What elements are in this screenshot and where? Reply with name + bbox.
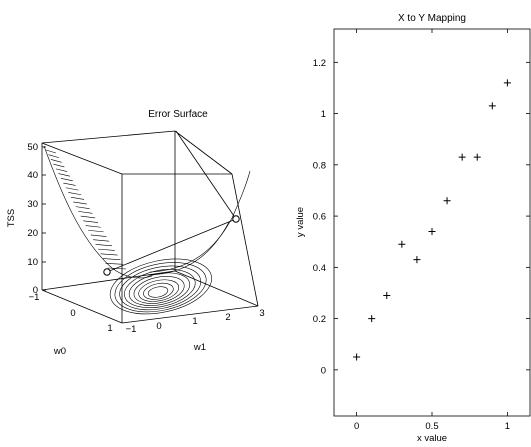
data-point <box>458 153 466 161</box>
w0-tick: 0 <box>70 308 75 319</box>
mesh-line <box>93 239 110 242</box>
contour-ring <box>133 276 185 304</box>
data-point <box>398 240 406 248</box>
descent-line <box>106 218 237 273</box>
w1-tick: 3 <box>259 308 264 319</box>
w1-tick: 2 <box>225 312 230 323</box>
y-tick-label: 0 <box>321 365 326 376</box>
y-tick-label: 0.4 <box>313 263 326 274</box>
mesh-line <box>88 229 104 233</box>
contour-ring <box>124 269 196 308</box>
w1-tick: 1 <box>192 316 197 327</box>
z-tick: 20 <box>27 228 38 239</box>
mesh-line <box>68 192 82 196</box>
data-point <box>503 79 511 87</box>
x-axis: 0 0.5 1 <box>354 29 510 432</box>
mesh-line <box>73 201 87 205</box>
mesh-line <box>63 182 76 186</box>
surface-title: Error Surface <box>148 109 208 120</box>
contour-ring <box>128 272 191 306</box>
descent-line-2 <box>175 130 237 220</box>
mesh-line <box>83 220 99 223</box>
mesh-line <box>53 163 65 168</box>
contour-ring <box>119 265 202 311</box>
surface-right-edge <box>149 170 251 273</box>
z-tick: 50 <box>27 142 38 153</box>
data-point <box>428 227 436 235</box>
contour-ring <box>147 286 169 298</box>
mesh-line <box>98 248 115 251</box>
mesh-line <box>103 258 121 261</box>
mesh-line <box>70 196 85 200</box>
mesh-line <box>90 234 107 237</box>
y-tick-label: 0.8 <box>313 160 326 171</box>
mesh-line <box>55 168 68 172</box>
plot-frame <box>333 28 531 417</box>
mesh-line <box>58 173 71 177</box>
mesh-line <box>107 267 127 270</box>
mesh-line <box>95 244 113 247</box>
y-tick-label: 1 <box>321 109 326 120</box>
contour-ring <box>114 262 207 313</box>
z-axis-label: TSS <box>6 209 17 227</box>
surface-box <box>41 130 259 324</box>
mesh-line <box>100 253 118 256</box>
contour-ring <box>109 258 212 315</box>
w0-axis-label: w0 <box>53 346 66 357</box>
surface-mesh-lines <box>43 145 153 279</box>
data-point <box>488 102 496 110</box>
data-point <box>383 292 391 300</box>
w1-tick: 0 <box>156 321 161 332</box>
scatter-title: X to Y Mapping <box>398 13 466 24</box>
contour-ring <box>143 282 174 300</box>
data-point <box>413 256 421 264</box>
x-tick-label: 0 <box>354 421 359 432</box>
y-axis-label: y value <box>295 207 306 237</box>
x-axis-label: x value <box>417 433 447 444</box>
x-tick-label: 0.5 <box>425 421 438 432</box>
y-tick-label: 0.6 <box>313 212 326 223</box>
mesh-line <box>65 187 79 191</box>
z-tick: 30 <box>27 199 38 210</box>
y-tick-label: 0.2 <box>313 314 326 325</box>
mesh-line <box>105 262 124 265</box>
mesh-line <box>60 178 73 182</box>
error-surface-panel: Error Surface <box>6 109 265 357</box>
contour-ring <box>138 279 180 302</box>
surface-contours <box>109 258 212 315</box>
data-point <box>353 353 361 361</box>
surface-right-edge-inner <box>147 221 230 276</box>
mesh-line <box>50 159 62 163</box>
w1-axis: −1 0 1 2 3 w1 <box>126 308 265 353</box>
mesh-line <box>45 149 57 154</box>
z-tick: 0 <box>33 285 38 296</box>
w0-axis: −1 0 1 w0 <box>29 292 113 357</box>
data-points <box>353 79 511 361</box>
mesh-line <box>48 154 59 158</box>
start-marker <box>103 268 111 276</box>
y-axis: 0 0.2 0.4 0.6 0.8 1 1.2 <box>313 58 530 376</box>
data-point <box>443 197 451 205</box>
y-tick-label: 1.2 <box>313 58 326 69</box>
z-axis: 0 10 20 30 40 50 TSS <box>6 142 46 296</box>
w1-axis-label: w1 <box>193 342 206 353</box>
scatter-panel: X to Y Mapping 0 0.5 1 00.20.40.60.811.2 x… <box>295 13 531 444</box>
data-point <box>368 315 376 323</box>
end-marker <box>232 215 240 223</box>
z-tick: 40 <box>27 170 38 181</box>
mesh-line <box>75 206 90 209</box>
mesh-line <box>85 225 101 228</box>
mesh-line <box>78 211 93 214</box>
w1-tick: −1 <box>126 324 137 335</box>
data-point <box>473 153 481 161</box>
z-tick: 10 <box>27 257 38 268</box>
mesh-line <box>80 215 96 219</box>
w0-tick: 1 <box>107 323 112 334</box>
x-tick-label: 1 <box>505 421 510 432</box>
w0-tick: −1 <box>29 292 40 303</box>
